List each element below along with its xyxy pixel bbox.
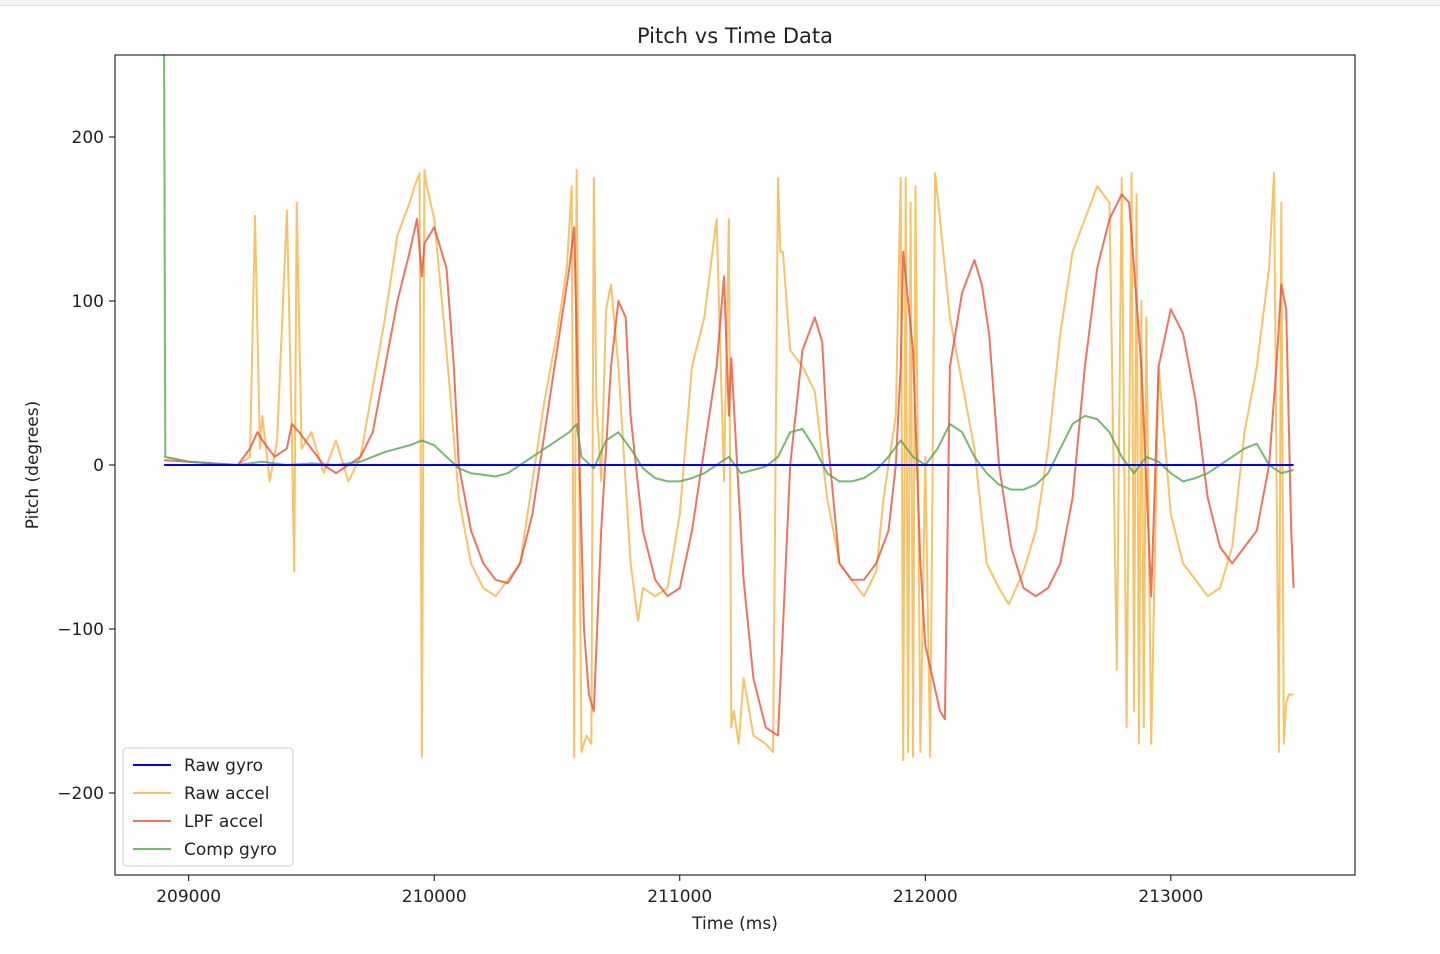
legend-box bbox=[122, 747, 294, 867]
y-tick-label: −100 bbox=[57, 620, 104, 640]
series-line-comp-gyro bbox=[163, 55, 1294, 491]
x-tick-label: 213000 bbox=[1138, 887, 1203, 907]
y-tick-label: 200 bbox=[72, 128, 104, 148]
x-axis: 209000 210000 211000 212000 213000 bbox=[156, 875, 1203, 907]
x-tick-label: 209000 bbox=[156, 887, 221, 907]
x-tick-label: 212000 bbox=[893, 887, 958, 907]
y-tick-label: 100 bbox=[72, 292, 104, 312]
legend-label-raw-gyro: Raw gyro bbox=[184, 756, 263, 776]
series-line-raw-accel bbox=[163, 168, 1294, 762]
legend-label-raw-accel: Raw accel bbox=[184, 784, 269, 804]
legend-label-lpf-accel: LPF accel bbox=[184, 812, 263, 832]
series-layer bbox=[163, 55, 1295, 762]
y-axis: 200 100 0 −100 −200 bbox=[57, 128, 115, 804]
y-tick-label: 0 bbox=[93, 456, 104, 476]
series-line-lpf-accel bbox=[164, 193, 1295, 737]
y-tick-label: −200 bbox=[57, 784, 104, 804]
x-axis-label: Time (ms) bbox=[691, 914, 778, 934]
x-tick-label: 211000 bbox=[647, 887, 712, 907]
chart-title: Pitch vs Time Data bbox=[637, 24, 833, 48]
legend: Raw gyro Raw accel LPF accel Comp gyro bbox=[122, 747, 294, 867]
x-tick-label: 210000 bbox=[402, 887, 467, 907]
legend-label-comp-gyro: Comp gyro bbox=[184, 840, 277, 860]
y-axis-label: Pitch (degrees) bbox=[23, 401, 43, 530]
notebook-top-bar bbox=[0, 0, 1440, 6]
